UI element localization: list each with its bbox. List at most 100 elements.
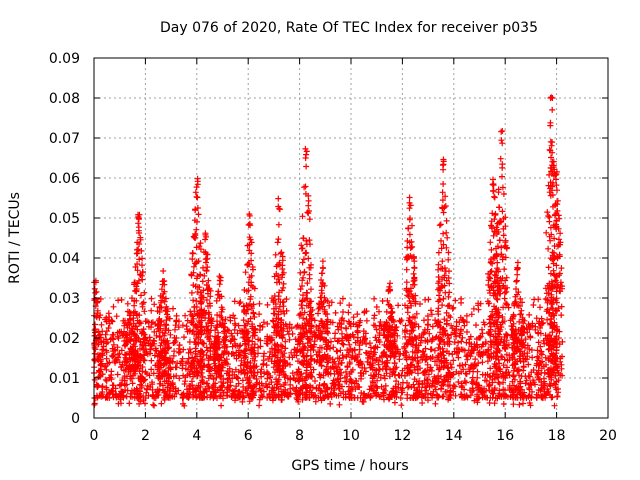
data-point	[406, 231, 413, 238]
data-point	[207, 372, 214, 379]
data-point	[306, 237, 313, 244]
data-point	[138, 330, 145, 337]
data-point	[136, 400, 143, 407]
data-point	[94, 310, 101, 317]
data-point	[246, 247, 253, 254]
data-point	[240, 384, 247, 390]
data-point	[499, 256, 506, 263]
data-point	[498, 137, 505, 144]
data-point	[297, 371, 304, 378]
data-point	[165, 373, 172, 380]
data-point	[406, 199, 413, 206]
data-point	[372, 382, 378, 389]
data-point	[351, 380, 358, 387]
data-point	[278, 388, 285, 395]
data-point	[543, 229, 550, 236]
data-point	[514, 336, 521, 343]
data-point	[557, 279, 564, 286]
data-point	[275, 236, 282, 243]
data-point	[142, 376, 148, 383]
data-point	[389, 348, 396, 355]
data-point	[305, 210, 312, 217]
data-point	[308, 322, 315, 329]
y-tick-label: 0.05	[49, 211, 80, 227]
data-point	[298, 311, 304, 318]
data-point	[194, 178, 201, 185]
data-point	[450, 382, 457, 389]
data-point	[183, 360, 190, 367]
data-point	[436, 285, 443, 292]
data-point	[444, 339, 451, 345]
data-point	[440, 230, 447, 237]
data-point	[468, 362, 475, 369]
data-point	[151, 402, 158, 409]
y-tick-label: 0.08	[49, 91, 80, 107]
data-point	[135, 227, 142, 234]
data-point	[421, 329, 428, 336]
data-point	[537, 325, 543, 331]
data-point	[502, 387, 508, 394]
data-point	[458, 295, 465, 302]
data-point	[426, 330, 433, 337]
data-point	[124, 324, 131, 331]
data-point	[409, 323, 416, 330]
data-point	[551, 243, 558, 249]
data-point	[340, 341, 347, 348]
data-point	[402, 322, 409, 329]
data-point	[216, 273, 223, 280]
data-point	[495, 189, 502, 196]
data-point	[499, 128, 506, 134]
data-point	[321, 380, 328, 387]
data-point	[510, 351, 517, 358]
data-point	[165, 345, 172, 352]
data-point	[281, 350, 288, 357]
data-point	[215, 329, 221, 336]
data-point	[328, 299, 335, 306]
data-point	[346, 341, 353, 348]
data-point	[411, 334, 418, 341]
data-point	[552, 372, 559, 379]
data-point	[557, 372, 564, 378]
data-point	[189, 256, 196, 263]
x-tick-label: 14	[445, 428, 463, 444]
data-point	[249, 344, 256, 351]
data-point	[537, 343, 544, 350]
data-point	[472, 356, 479, 363]
data-point	[405, 225, 412, 232]
data-point	[368, 384, 375, 391]
data-point	[367, 394, 374, 401]
data-point	[228, 337, 235, 344]
data-point	[457, 391, 464, 398]
data-point	[190, 233, 197, 240]
data-point	[231, 326, 238, 333]
data-point	[103, 355, 110, 362]
data-point	[338, 360, 345, 366]
data-point	[510, 401, 517, 408]
data-point	[133, 287, 140, 294]
data-point	[543, 290, 550, 297]
data-point	[232, 397, 238, 404]
data-point	[406, 205, 413, 212]
data-point	[486, 274, 493, 281]
data-point	[492, 210, 499, 217]
data-point	[260, 319, 267, 326]
data-point	[112, 346, 119, 353]
data-point	[490, 232, 497, 239]
data-point	[256, 311, 263, 318]
data-point	[384, 338, 391, 345]
data-point	[373, 304, 380, 310]
data-point	[198, 317, 205, 324]
data-point	[173, 312, 180, 319]
data-point	[418, 394, 425, 401]
data-point	[376, 354, 383, 361]
data-point	[499, 275, 506, 282]
data-point	[167, 388, 174, 395]
data-point	[194, 273, 201, 280]
data-point	[95, 341, 102, 348]
data-point	[142, 369, 149, 376]
data-point	[397, 395, 404, 401]
data-point	[146, 372, 153, 379]
data-point	[190, 315, 197, 322]
data-point	[473, 336, 480, 343]
data-point	[504, 301, 510, 308]
